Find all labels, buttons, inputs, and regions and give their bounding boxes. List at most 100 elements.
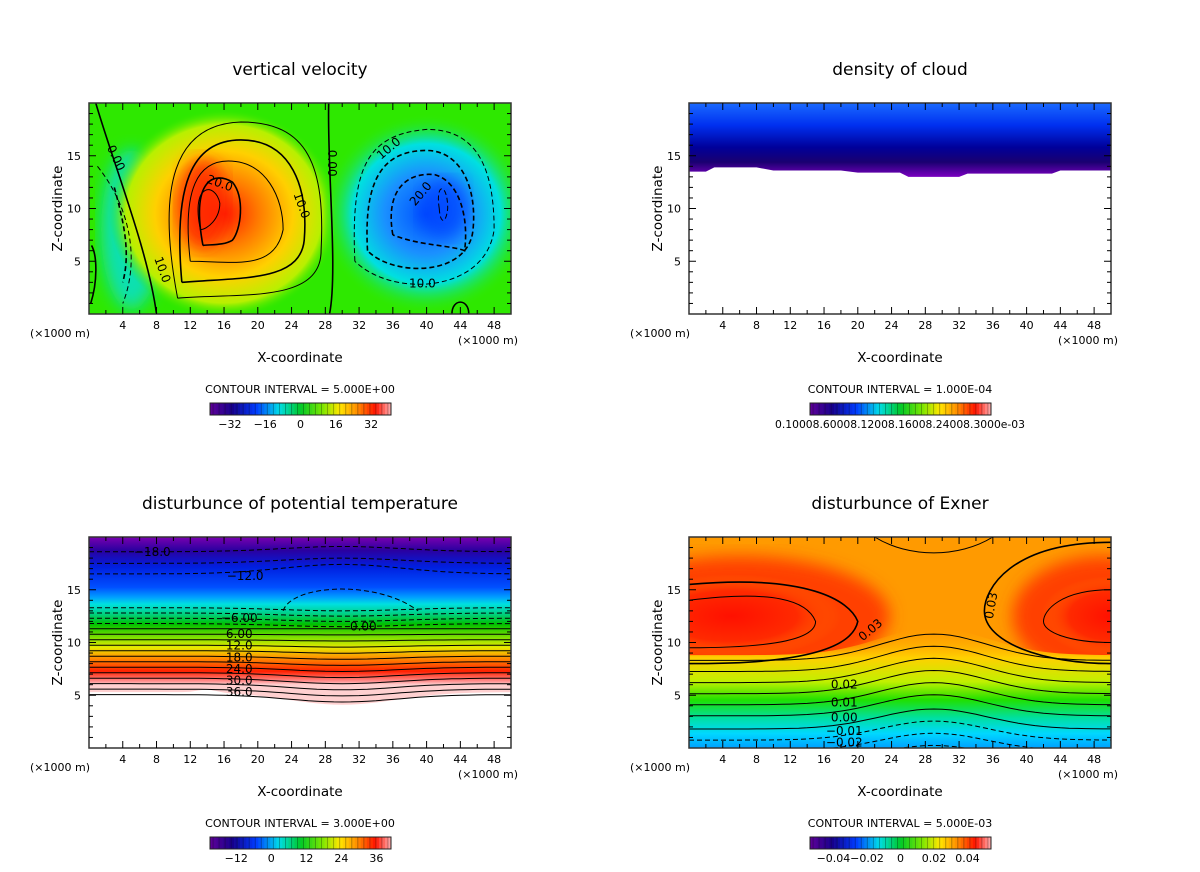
- colorbar-segment: [849, 403, 853, 415]
- contour-label-text: 0.00: [831, 710, 858, 724]
- contour-label-text: 12.0: [226, 639, 253, 653]
- colorbar-segment: [894, 403, 898, 415]
- colorbar-segment: [858, 837, 862, 849]
- colorbar-segment: [288, 837, 292, 849]
- contour-line: [689, 633, 1111, 661]
- colorbar-segment: [252, 837, 256, 849]
- x-tick-label: 48: [487, 319, 501, 332]
- x-tick-label: 8: [153, 319, 160, 332]
- y-tick-label: 5: [674, 689, 681, 702]
- contour-line: [198, 177, 242, 247]
- contour-line: [89, 683, 511, 691]
- contour-label: 36.0: [226, 685, 253, 699]
- contour-label: −6.00: [221, 611, 258, 625]
- field-updraft-core: [177, 158, 228, 249]
- colorbar-segment: [939, 837, 944, 849]
- contour-neg: [89, 607, 511, 612]
- contour-label-text: 10.0: [409, 276, 436, 290]
- colorbar-segment: [897, 837, 901, 849]
- colorbar-segment: [249, 837, 253, 849]
- colorbar-segment: [837, 837, 841, 849]
- contour-neg: [97, 165, 132, 304]
- colorbar-segment: [300, 837, 304, 849]
- colorbar-segment: [282, 837, 286, 849]
- colorbar-segment: [273, 403, 277, 415]
- x-tick-label: 24: [285, 753, 299, 766]
- colorbar-segment: [216, 403, 220, 415]
- colorbar-segment: [867, 837, 871, 849]
- colorbar-segment: [882, 837, 886, 849]
- colorbar-segment: [930, 837, 934, 849]
- contour-interval: CONTOUR INTERVAL = 5.000E-03: [808, 817, 992, 830]
- colorbar-segment: [861, 403, 865, 415]
- x-tick-label: 20: [251, 753, 265, 766]
- colorbar-segment: [900, 403, 904, 415]
- colorbar-segment: [336, 403, 341, 415]
- colorbar-segment: [888, 403, 892, 415]
- colorbar-segment: [303, 837, 307, 849]
- colorbar-segment: [912, 403, 916, 415]
- x-tick-label: 4: [119, 319, 126, 332]
- colorbar-segment: [327, 837, 331, 849]
- colorbar-segment: [255, 837, 259, 849]
- contour-line: [828, 732, 1040, 748]
- colorbar-segment: [828, 403, 832, 415]
- colorbar-segment: [966, 837, 971, 849]
- colorbar-segment: [903, 837, 907, 849]
- contour-neg: [89, 612, 511, 617]
- panel-4: disturbunce of Exner0.030.030.020.010.00…: [630, 494, 1118, 865]
- contour-label: 0.01: [831, 696, 858, 710]
- colorbar-segment: [279, 837, 283, 849]
- colorbar-segment: [852, 837, 856, 849]
- y-tick-label: 5: [74, 689, 81, 702]
- x-tick-label: 32: [352, 319, 366, 332]
- x-tick-label: 12: [783, 319, 797, 332]
- colorbar-segment: [846, 403, 850, 415]
- colorbar-segment: [306, 403, 310, 415]
- colorbar-segment: [333, 837, 337, 849]
- colorbar-segment: [972, 403, 977, 415]
- colorbar-segment: [234, 837, 238, 849]
- colorbar-segment: [381, 403, 386, 415]
- colorbar-segment: [894, 837, 898, 849]
- colorbar-segment: [951, 837, 956, 849]
- x-tick-label: 20: [251, 319, 265, 332]
- colorbar-segment: [855, 403, 859, 415]
- colorbar-segment: [969, 837, 974, 849]
- colorbar: −12 0 12 24 36: [209, 836, 392, 865]
- colorbar-segment: [240, 403, 244, 415]
- colorbar-segment: [351, 403, 356, 415]
- contour-line: [689, 669, 1111, 695]
- x-tick-label: 16: [217, 319, 231, 332]
- colorbar-segment: [321, 837, 325, 849]
- contour-line: [689, 595, 817, 649]
- colorbar-segment: [246, 403, 250, 415]
- contour-line: [89, 245, 97, 304]
- colorbar-tick-label: 36: [369, 852, 383, 865]
- chart-title: disturbunce of Exner: [811, 494, 988, 514]
- colorbar-segment: [987, 403, 992, 415]
- colorbar-segment: [981, 403, 986, 415]
- colorbar-segment: [975, 403, 980, 415]
- colorbar-segment: [906, 837, 910, 849]
- colorbar-segment: [327, 403, 331, 415]
- colorbar-segment: [969, 403, 974, 415]
- contour-line: [89, 661, 511, 666]
- x-tick-label: 32: [352, 753, 366, 766]
- colorbar-segment: [342, 403, 347, 415]
- contour-line: [89, 677, 511, 685]
- colorbar-segment: [219, 837, 223, 849]
- colorbar-segment: [225, 403, 229, 415]
- y-axis-label: Z-coordinate: [650, 166, 666, 252]
- colorbar-segment: [936, 403, 941, 415]
- contour-label: 0.03: [982, 591, 1000, 620]
- colorbar-segment: [348, 403, 353, 415]
- colorbar-segment: [864, 837, 868, 849]
- contour-zero: [327, 103, 334, 314]
- colorbar-segment: [948, 403, 953, 415]
- colorbar-segment: [813, 837, 817, 849]
- y-tick-label: 10: [667, 203, 681, 216]
- colorbar: −32 −16 0 16 32: [209, 402, 392, 431]
- colorbar-segment: [915, 403, 919, 415]
